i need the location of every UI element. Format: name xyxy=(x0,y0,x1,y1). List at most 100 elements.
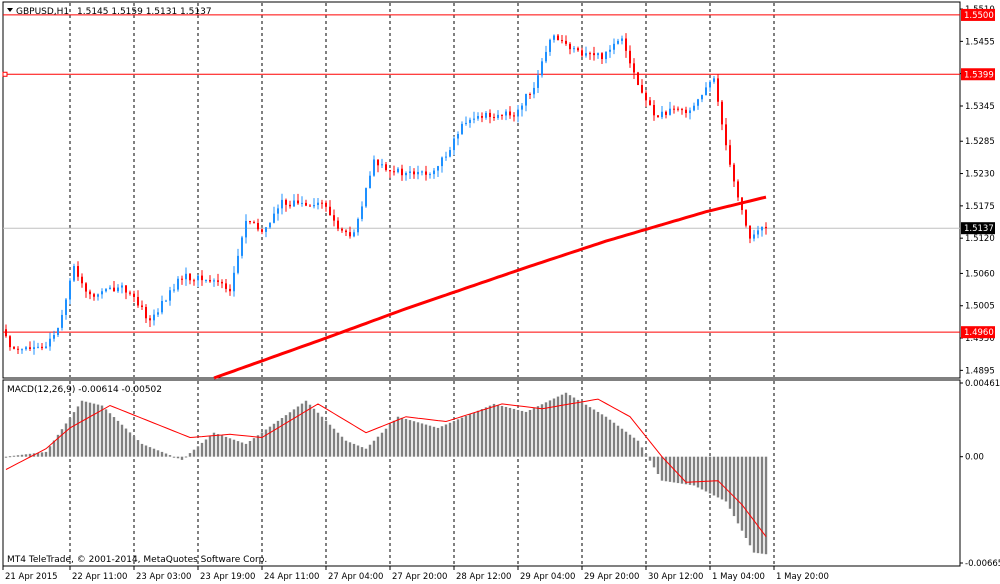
candle-body xyxy=(281,199,283,209)
candle-body xyxy=(453,138,455,151)
macd-bar xyxy=(524,411,528,457)
candle-body xyxy=(581,50,583,56)
candle-body xyxy=(393,171,395,173)
macd-bar xyxy=(512,408,516,457)
macd-bar xyxy=(740,456,744,531)
macd-panel[interactable] xyxy=(2,379,961,567)
macd-bar xyxy=(248,441,252,457)
candle-body xyxy=(569,43,571,50)
price-tick-label: 1.5175 xyxy=(965,202,995,212)
time-tick-label: 1 May 04:00 xyxy=(712,572,765,582)
candle-body xyxy=(237,255,239,273)
macd-tick-label: -0.00665 xyxy=(965,559,1000,569)
macd-bar xyxy=(44,451,48,457)
macd-bar xyxy=(568,395,572,457)
candle-body xyxy=(69,280,71,300)
candle-body xyxy=(89,291,91,295)
candle-body xyxy=(377,159,379,166)
candle-body xyxy=(349,232,351,237)
macd-bar xyxy=(152,448,156,457)
candle-body xyxy=(153,314,155,321)
macd-bar xyxy=(312,408,316,457)
macd-bar xyxy=(504,406,508,457)
candle-body xyxy=(85,283,87,292)
candle-body xyxy=(193,280,195,282)
candle-body xyxy=(661,111,663,118)
macd-bar xyxy=(320,416,324,457)
macd-bar xyxy=(112,417,116,457)
candle-body xyxy=(625,38,627,51)
macd-bar xyxy=(176,456,180,459)
macd-bar xyxy=(608,419,612,457)
macd-bar xyxy=(604,416,608,457)
macd-bar xyxy=(700,456,704,490)
candle-body xyxy=(365,188,367,207)
candle-body xyxy=(493,116,495,118)
macd-bar xyxy=(416,422,420,457)
time-tick-label: 27 Apr 04:00 xyxy=(328,572,383,582)
candle-body xyxy=(641,84,643,93)
macd-bar xyxy=(224,436,228,457)
candle-body xyxy=(405,172,407,176)
line-handle-icon[interactable] xyxy=(2,71,8,77)
macd-bar xyxy=(488,405,492,457)
macd-bar xyxy=(284,415,288,457)
macd-bar xyxy=(508,407,512,457)
macd-bar xyxy=(456,419,460,457)
macd-bar xyxy=(340,436,344,457)
macd-bar xyxy=(660,456,664,481)
candle-body xyxy=(49,338,51,347)
candle-body xyxy=(537,75,539,88)
candle-body xyxy=(489,112,491,117)
macd-bar xyxy=(236,441,240,457)
candle-body xyxy=(409,171,411,173)
time-tick-label: 23 Apr 19:00 xyxy=(200,572,255,582)
macd-bar xyxy=(56,434,60,457)
candle-body xyxy=(233,272,235,292)
macd-bar xyxy=(732,456,736,517)
candle-body xyxy=(761,226,763,231)
time-tick-label: 23 Apr 03:00 xyxy=(136,572,191,582)
macd-bar xyxy=(548,400,552,457)
candle-body xyxy=(753,234,755,239)
candle-body xyxy=(765,226,767,229)
candle-body xyxy=(53,334,55,339)
macd-bar xyxy=(92,403,96,457)
candle-body xyxy=(517,109,519,117)
macd-bar xyxy=(552,398,556,457)
macd-bar xyxy=(372,440,376,457)
candle-body xyxy=(557,35,559,41)
candle-body xyxy=(93,294,95,297)
candle-body xyxy=(649,100,651,105)
candle-body xyxy=(137,296,139,306)
candle-body xyxy=(25,347,27,350)
horizontal-lines[interactable] xyxy=(2,14,960,333)
candle-body xyxy=(693,105,695,111)
candle-body xyxy=(541,61,543,76)
candle-body xyxy=(113,287,115,292)
macd-bar xyxy=(4,456,8,458)
candle-body xyxy=(329,206,331,216)
macd-bar xyxy=(328,424,332,457)
macd-bar xyxy=(268,426,272,457)
price-level-box xyxy=(961,8,995,21)
price-panel[interactable] xyxy=(2,1,961,379)
price-tick-label: 1.4950 xyxy=(965,334,995,344)
price-tick-label: 1.5060 xyxy=(965,269,995,279)
macd-bar xyxy=(380,432,384,457)
macd-bar xyxy=(264,429,268,457)
candle-body xyxy=(125,285,127,293)
macd-bar xyxy=(272,423,276,457)
macd-bar xyxy=(688,456,692,485)
candle-body xyxy=(397,168,399,173)
macd-bar xyxy=(8,456,12,458)
macd-bar xyxy=(376,436,380,457)
macd-bar xyxy=(724,456,728,502)
macd-bar xyxy=(712,456,716,496)
macd-bar xyxy=(396,416,400,457)
candle-body xyxy=(553,35,555,40)
dropdown-arrow-icon[interactable] xyxy=(7,8,13,12)
time-tick-label: 29 Apr 04:00 xyxy=(520,572,575,582)
macd-bar xyxy=(228,438,232,457)
